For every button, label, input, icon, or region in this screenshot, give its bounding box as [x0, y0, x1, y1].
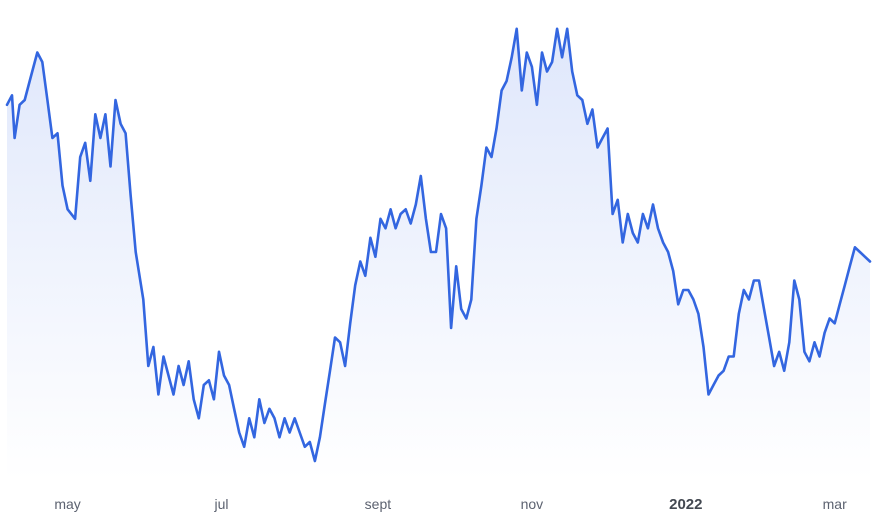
x-tick-label-sept: sept	[365, 496, 392, 512]
plot-area	[5, 27, 872, 481]
x-tick-label-jul: jul	[213, 496, 228, 512]
series-line	[5, 27, 872, 463]
x-tick-label-mar: mar	[823, 496, 847, 512]
x-axis: may jul sept nov 2022 mar	[54, 496, 847, 513]
x-tick-label-2022: 2022	[669, 496, 702, 513]
x-tick-label-nov: nov	[521, 496, 544, 512]
series-area-fill	[7, 28, 870, 481]
x-tick-label-may: may	[54, 496, 80, 512]
